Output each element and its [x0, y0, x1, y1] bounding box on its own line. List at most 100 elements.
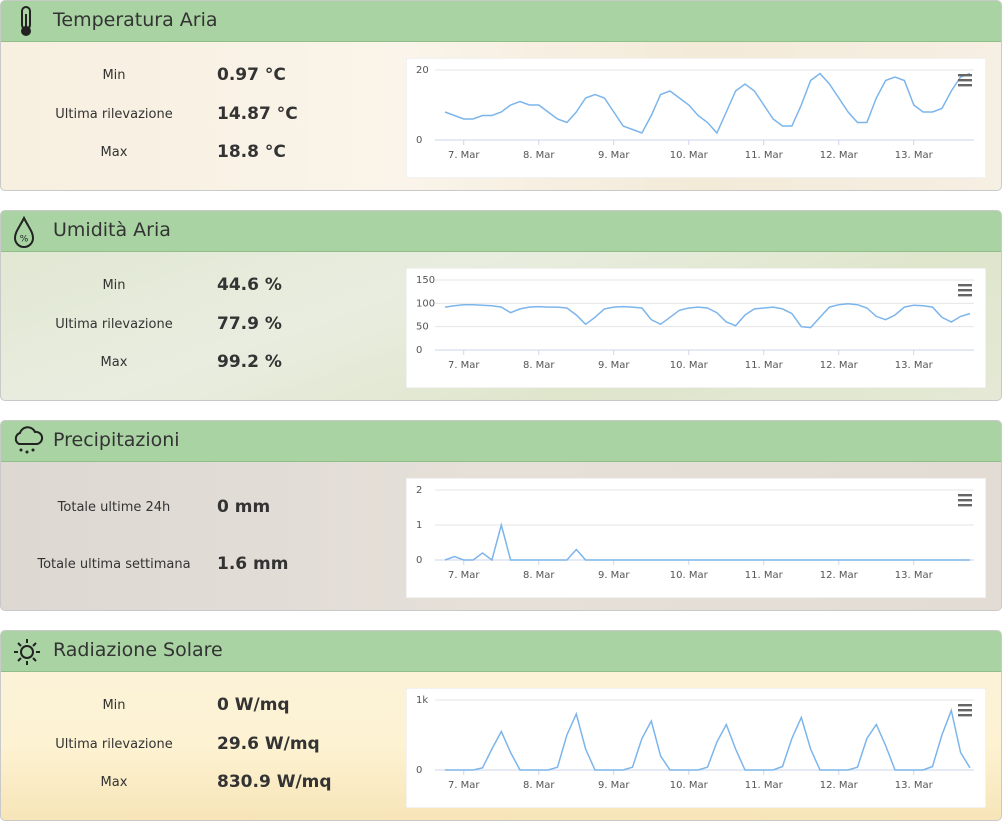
x-tick-label: 10. Mar [670, 780, 709, 791]
panel: Precipitazioni Totale ultime 24h 0 mm Total… [0, 420, 1002, 611]
x-tick-label: 13. Mar [895, 150, 934, 161]
panel-title: Temperatura Aria [53, 9, 218, 31]
y-tick-label: 0 [416, 555, 422, 566]
stat-label: Min [102, 698, 126, 713]
stat-label: Totale ultima settimana [37, 557, 191, 572]
x-tick-label: 10. Mar [670, 570, 709, 581]
stat-label: Totale ultime 24h [57, 500, 171, 515]
menu-bar [958, 714, 972, 717]
stat-label: Max [100, 775, 128, 790]
x-tick-label: 7. Mar [448, 570, 480, 581]
x-tick-label: 12. Mar [820, 780, 859, 791]
stat-label: Ultima rilevazione [55, 107, 173, 122]
x-tick-label: 10. Mar [670, 150, 709, 161]
x-tick-label: 9. Mar [598, 570, 630, 581]
line [444, 522, 970, 562]
x-tick-label: 9. Mar [598, 360, 630, 371]
y-tick-label: 0 [416, 135, 422, 146]
menu-button[interactable] [958, 494, 972, 507]
panel-title: Radiazione Solare [53, 639, 223, 661]
panel: Temperatura Aria Min 0.97 °C Ultima rilevaz… [0, 0, 1002, 191]
x-tick-label: 9. Mar [598, 150, 630, 161]
icon [14, 639, 40, 665]
icon [14, 426, 44, 454]
x-tick-label: 12. Mar [820, 150, 859, 161]
menu-button[interactable] [958, 704, 972, 717]
panel-title: Umidità Aria [53, 219, 171, 241]
menu-bar [958, 499, 972, 502]
y-tick-label: 2 [416, 485, 422, 496]
y-tick-label: 50 [416, 322, 429, 333]
x-tick-label: 12. Mar [820, 570, 859, 581]
panel-header: % Umidità Aria [1, 211, 1001, 252]
x-tick-label: 11. Mar [745, 150, 784, 161]
x-tick-label: 10. Mar [670, 360, 709, 371]
menu-bar [958, 84, 972, 87]
stat-value: 0 mm [217, 497, 271, 517]
y-tick-label: 0 [416, 765, 422, 776]
x-tick-label: 7. Mar [448, 150, 480, 161]
x-tick-label: 11. Mar [745, 780, 784, 791]
stat-value: 44.6 % [217, 275, 282, 295]
x-tick-label: 7. Mar [448, 780, 480, 791]
x-tick-label: 13. Mar [895, 570, 934, 581]
y-tick-label: 100 [416, 298, 435, 309]
stat-value: 18.8 °C [217, 142, 286, 162]
menu-bar [958, 79, 972, 82]
menu-bar [958, 284, 972, 287]
y-tick-label: 1k [416, 695, 428, 706]
panel-title: Precipitazioni [53, 429, 180, 451]
x-tick-label: 8. Mar [523, 150, 555, 161]
chart-bg [406, 268, 986, 388]
x-tick-label: 8. Mar [523, 360, 555, 371]
menu-button[interactable] [958, 284, 972, 297]
stat-value: 29.6 W/mq [217, 734, 320, 754]
chart-bg [406, 688, 986, 808]
stat-label: Max [100, 355, 128, 370]
chart-bg [406, 58, 986, 178]
x-tick-label: 8. Mar [523, 780, 555, 791]
stat-label: Min [102, 68, 126, 83]
chart: 0 50 100 150 7. Mar 8. Mar 9. Mar 10. Mar 11. Ma… [406, 268, 986, 388]
menu-bar [958, 704, 972, 707]
chart: 0 1k 7. Mar 8. Mar 9. Mar 10. Mar 11. Mar 12. M… [406, 688, 986, 808]
stat-label: Max [100, 145, 128, 160]
y-tick-label: 20 [416, 65, 429, 76]
menu-bar [958, 294, 972, 297]
chart: 0 20 7. Mar 8. Mar 9. Mar 10. Mar 11. Mar 12. M… [406, 58, 986, 178]
panel: Radiazione Solare Min 0 W/mq Ultima rilevaz… [0, 630, 1002, 821]
panel-header: Temperatura Aria [1, 1, 1001, 42]
stat-value: 0 W/mq [217, 695, 290, 715]
x-tick-label: 12. Mar [820, 360, 859, 371]
line [444, 72, 971, 135]
panel-header: Radiazione Solare [1, 631, 1001, 672]
y-tick-label: 0 [416, 345, 422, 356]
menu-button[interactable] [958, 74, 972, 87]
chart: 0 1 2 7. Mar 8. Mar 9. Mar 10. Mar 11. Mar 12. M… [406, 478, 986, 598]
x-tick-label: 11. Mar [745, 360, 784, 371]
menu-bar [958, 709, 972, 712]
stat-value: 0.97 °C [217, 65, 286, 85]
svg-text:%: % [20, 235, 29, 245]
x-tick-label: 13. Mar [895, 360, 934, 371]
stat-label: Ultima rilevazione [55, 317, 173, 332]
panel: % Umidità Aria Min 44.6 % Ultima rilevazione… [0, 210, 1002, 401]
line [444, 303, 971, 329]
line [445, 707, 971, 771]
menu-bar [958, 504, 972, 507]
x-tick-label: 7. Mar [448, 360, 480, 371]
icon: % [13, 215, 35, 248]
x-tick-label: 8. Mar [523, 570, 555, 581]
x-tick-label: 13. Mar [895, 780, 934, 791]
icon [21, 6, 31, 36]
menu-bar [958, 74, 972, 77]
y-tick-label: 1 [416, 520, 422, 531]
menu-bar [958, 289, 972, 292]
y-tick-label: 150 [416, 275, 435, 286]
panel-header: Precipitazioni [1, 421, 1001, 462]
stat-label: Min [102, 278, 126, 293]
stat-value: 99.2 % [217, 352, 282, 372]
chart-bg [406, 478, 986, 598]
stat-value: 77.9 % [217, 314, 282, 334]
